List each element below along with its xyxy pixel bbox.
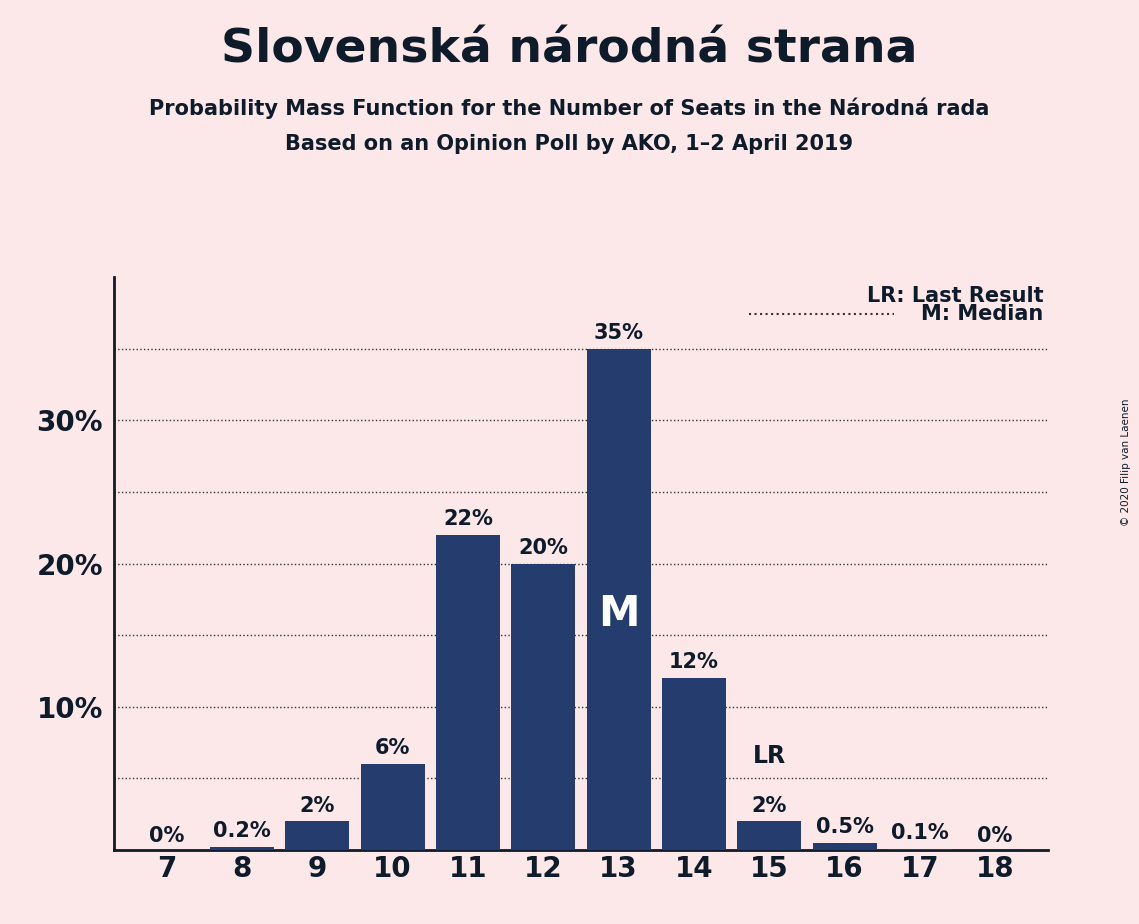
Text: Probability Mass Function for the Number of Seats in the Národná rada: Probability Mass Function for the Number… — [149, 97, 990, 118]
Bar — [662, 678, 726, 850]
Text: 0%: 0% — [977, 826, 1013, 846]
Bar — [587, 348, 650, 850]
Text: 35%: 35% — [593, 323, 644, 343]
Text: 2%: 2% — [752, 796, 787, 816]
Text: 0.1%: 0.1% — [891, 823, 949, 843]
Bar — [812, 843, 877, 850]
Text: 20%: 20% — [518, 538, 568, 558]
Text: 22%: 22% — [443, 509, 493, 529]
Bar — [887, 848, 952, 850]
Text: LR: Last Result: LR: Last Result — [867, 286, 1043, 306]
Bar — [285, 821, 350, 850]
Bar — [511, 564, 575, 850]
Bar — [361, 764, 425, 850]
Text: 0%: 0% — [149, 826, 185, 846]
Bar — [436, 535, 500, 850]
Bar — [210, 847, 274, 850]
Text: 2%: 2% — [300, 796, 335, 816]
Text: 12%: 12% — [669, 652, 719, 673]
Bar — [737, 821, 801, 850]
Text: 0.5%: 0.5% — [816, 817, 874, 837]
Text: Based on an Opinion Poll by AKO, 1–2 April 2019: Based on an Opinion Poll by AKO, 1–2 Apr… — [286, 134, 853, 154]
Text: M: Median: M: Median — [921, 304, 1043, 324]
Text: LR: LR — [753, 745, 786, 769]
Text: 6%: 6% — [375, 738, 410, 759]
Text: 0.2%: 0.2% — [213, 821, 271, 842]
Text: M: M — [598, 593, 639, 636]
Text: © 2020 Filip van Laenen: © 2020 Filip van Laenen — [1121, 398, 1131, 526]
Text: Slovenská národná strana: Slovenská národná strana — [221, 28, 918, 73]
